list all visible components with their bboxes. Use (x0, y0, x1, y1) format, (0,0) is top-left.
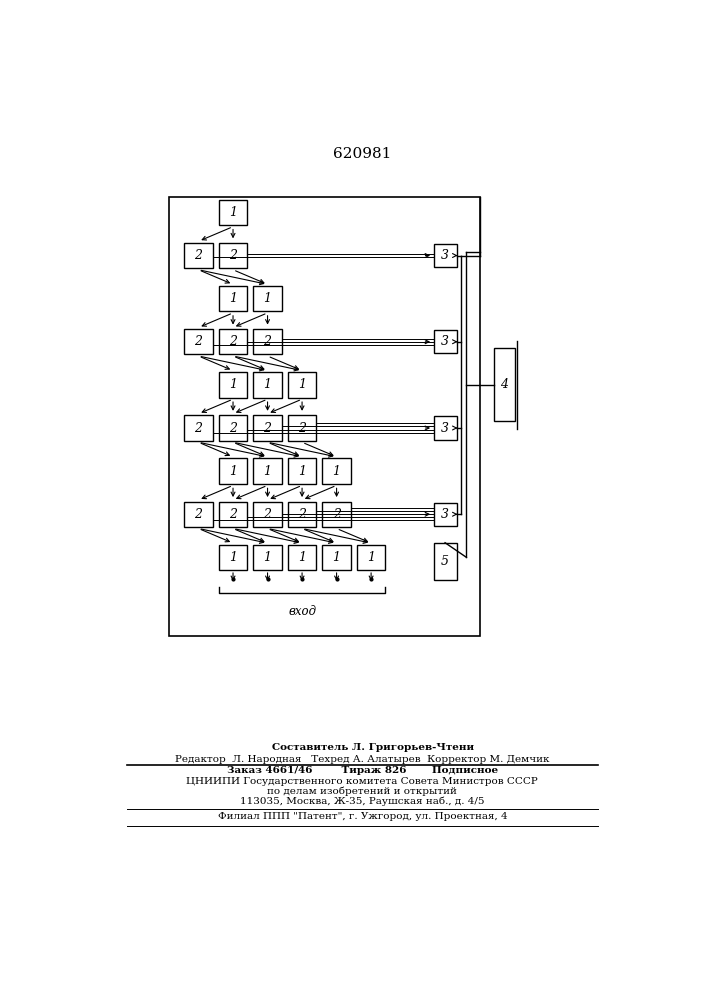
Bar (288, 502, 316, 527)
Text: 1: 1 (332, 551, 341, 564)
Bar (433, 543, 457, 580)
Bar (218, 545, 247, 570)
Bar (288, 545, 316, 570)
Text: 3: 3 (441, 422, 449, 434)
Bar (253, 372, 282, 398)
Bar (185, 502, 213, 527)
Text: 1: 1 (264, 551, 271, 564)
Text: 1: 1 (298, 551, 306, 564)
Bar (218, 458, 247, 484)
Bar (170, 197, 480, 636)
Bar (218, 200, 247, 225)
Text: 2: 2 (194, 249, 202, 262)
Bar (253, 415, 282, 441)
Text: 1: 1 (229, 551, 237, 564)
Text: 5: 5 (441, 555, 449, 568)
Text: Заказ 4661/46        Тираж 826       Подписное: Заказ 4661/46 Тираж 826 Подписное (227, 766, 498, 775)
Text: 2: 2 (298, 422, 306, 434)
Bar (433, 330, 457, 353)
Text: 2: 2 (194, 422, 202, 434)
Text: 2: 2 (264, 508, 271, 521)
Bar (433, 503, 457, 526)
Bar (253, 329, 282, 354)
Text: 1: 1 (298, 465, 306, 478)
Bar (218, 415, 247, 441)
Text: 2: 2 (264, 335, 271, 348)
Bar (288, 458, 316, 484)
Text: 1: 1 (332, 465, 341, 478)
Text: 1: 1 (264, 378, 271, 391)
Text: 2: 2 (332, 508, 341, 521)
Text: 1: 1 (229, 206, 237, 219)
Bar (218, 372, 247, 398)
Text: 3: 3 (441, 249, 449, 262)
Text: 2: 2 (194, 335, 202, 348)
Bar (185, 415, 213, 441)
Bar (185, 329, 213, 354)
Text: 620981: 620981 (333, 147, 392, 161)
Text: 1: 1 (298, 378, 306, 391)
Text: 1: 1 (229, 292, 237, 305)
Bar (322, 458, 351, 484)
Text: 2: 2 (194, 508, 202, 521)
Text: 4: 4 (501, 378, 508, 391)
Bar (218, 286, 247, 311)
Bar (322, 545, 351, 570)
Text: 1: 1 (264, 465, 271, 478)
Bar (253, 458, 282, 484)
Bar (218, 329, 247, 354)
Text: 1: 1 (229, 378, 237, 391)
Bar (288, 372, 316, 398)
Text: 1: 1 (229, 465, 237, 478)
Bar (322, 502, 351, 527)
Text: 2: 2 (229, 335, 237, 348)
Text: 2: 2 (229, 249, 237, 262)
Bar (253, 286, 282, 311)
Text: 2: 2 (264, 422, 271, 434)
Text: вход: вход (288, 605, 316, 618)
Bar (357, 545, 385, 570)
Text: ЦНИИПИ Государственного комитета Совета Министров СССР: ЦНИИПИ Государственного комитета Совета … (187, 777, 538, 786)
Text: 3: 3 (441, 335, 449, 348)
Text: по делам изобретений и открытий: по делам изобретений и открытий (267, 787, 457, 796)
Bar (218, 243, 247, 268)
Bar (433, 244, 457, 267)
Text: 3: 3 (441, 508, 449, 521)
Bar (288, 415, 316, 441)
Text: 1: 1 (264, 292, 271, 305)
Bar (433, 416, 457, 440)
Text: Филиал ППП "Патент", г. Ужгород, ул. Проектная, 4: Филиал ППП "Патент", г. Ужгород, ул. Про… (218, 812, 507, 821)
Text: 2: 2 (229, 508, 237, 521)
Text: 1: 1 (367, 551, 375, 564)
Bar (218, 502, 247, 527)
Bar (253, 545, 282, 570)
Bar (253, 502, 282, 527)
Text: 113035, Москва, Ж-35, Раушская наб., д. 4/5: 113035, Москва, Ж-35, Раушская наб., д. … (240, 797, 484, 806)
Text: Редактор  Л. Народная   Техред А. Алатырев  Корректор М. Демчик: Редактор Л. Народная Техред А. Алатырев … (175, 755, 549, 764)
Bar (185, 243, 213, 268)
Text: 2: 2 (229, 422, 237, 434)
Text: 2: 2 (298, 508, 306, 521)
Bar (494, 348, 515, 421)
Text: Составитель Л. Григорьев-Чтени: Составитель Л. Григорьев-Чтени (272, 743, 474, 752)
